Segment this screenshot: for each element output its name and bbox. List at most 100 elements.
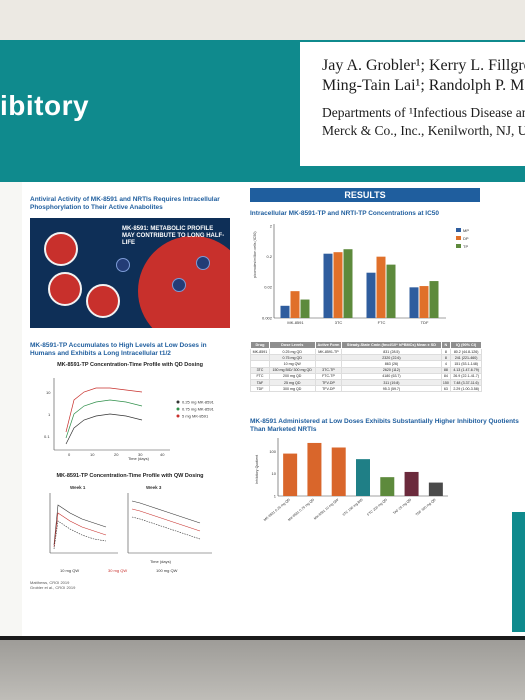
chart1-bar	[333, 252, 343, 318]
poster-title-band: ibitory Jay A. Grobler¹; Kerry L. Fillgr…	[0, 40, 525, 182]
poster: ibitory Jay A. Grobler¹; Kerry L. Fillgr…	[0, 40, 525, 640]
qd-series-5mg	[65, 387, 143, 433]
qd-xlabel: Time (days)	[128, 456, 150, 461]
table-row: TDF 300 mg QD TFV-DP 95.3 (59.7) 63 2.29 (1.0…	[250, 385, 482, 393]
chart2-category-label: MK-8591 10 mg QW	[313, 498, 340, 521]
qd-series-0.25mg	[65, 413, 143, 445]
poster-board-rail	[0, 636, 525, 642]
svg-text:40: 40	[160, 452, 165, 457]
chart1-bar	[300, 299, 310, 318]
table-header: Active Form	[314, 341, 343, 349]
qw-legend-2: 30 mg QW	[108, 568, 127, 573]
svg-text:1: 1	[48, 412, 51, 417]
chart1-bar	[366, 272, 376, 318]
mechanism-graphic: MK-8591: METABOLIC PROFILE MAY CONTRIBUT…	[30, 218, 230, 328]
table-cell: 63	[440, 385, 452, 393]
chart1-ytick: 0.002	[262, 315, 273, 320]
svg-text:20: 20	[114, 452, 119, 457]
section-title-antiviral: Antiviral Activity of MK-8591 and NRTIs …	[30, 196, 220, 211]
authors-line-1: Jay A. Grobler¹; Kerry L. Fillgrov	[322, 57, 525, 74]
pk-table-body: MK-8591 0.25 mg QD MK-8591-TP 831 (28.5) 8 80…	[250, 347, 482, 393]
chart2-bar	[404, 472, 419, 497]
chart1-category-label: 3TC	[335, 320, 343, 325]
chart1-bar	[386, 264, 396, 318]
chart2-category-label: 3TC 150 mg BID	[342, 498, 364, 518]
table-cell: TFV-DP	[314, 385, 343, 393]
qw-legend-1: 10 mg QW	[60, 568, 79, 573]
pk-table-wrap: Drug Dose Levels Active Form Steady-Stat…	[250, 341, 482, 393]
molecule-icon	[116, 258, 130, 272]
cell-small-3	[86, 284, 120, 318]
table-header: Drug	[250, 341, 270, 349]
left-column: Antiviral Activity of MK-8591 and NRTIs …	[30, 182, 230, 590]
chart2-bar	[380, 477, 395, 497]
svg-text:0: 0	[68, 452, 71, 457]
svg-text:10: 10	[46, 390, 51, 395]
chart1-bar	[343, 249, 353, 318]
molecule-icon	[172, 278, 186, 292]
week3-label: Week 3	[146, 485, 162, 490]
chart2-ytick: 1	[274, 494, 277, 499]
pk-table: Drug Dose Levels Active Form Steady-Stat…	[250, 341, 482, 393]
wall-background	[0, 0, 525, 40]
chart1-legend-label: MP	[463, 228, 469, 233]
qw-chart-svg: Week 1 Week 3 Time (days) 10 mg QW 30 mg…	[49, 485, 212, 573]
qw-legend-3: 100 mg QW	[156, 568, 178, 573]
chart1-legend-swatch	[456, 244, 461, 248]
chart1-bar	[429, 281, 439, 318]
cell-small-1	[44, 232, 78, 266]
right-column: RESULTS Intracellular MK-8591-TP and NRT…	[250, 182, 525, 535]
chart1-bar	[419, 286, 429, 318]
reference-1: Matthews, CROI 2019	[30, 580, 70, 585]
chart2-ylabel: Inhibitory Quotient	[255, 455, 259, 484]
affiliation-line-1: Departments of ¹Infectious Disease and V	[322, 105, 525, 120]
svg-text:10: 10	[90, 452, 95, 457]
chart2-ytick: 10	[272, 471, 277, 476]
qd-legend-3: 5 mg MK-8591	[182, 414, 209, 419]
chart1-ytick: 2	[270, 223, 273, 228]
qd-series-0.75mg	[65, 399, 143, 439]
table-cell: TDF	[250, 385, 270, 393]
authors-line-2: Ming-Tain Lai¹; Randolph P. Matt	[322, 77, 525, 94]
qw-chart-title: MK-8591-TP Concentration-Time Profile wi…	[56, 473, 204, 479]
table-header: N	[440, 341, 452, 349]
qd-chart-title: MK-8591-TP Concentration-Time Profile wi…	[57, 362, 203, 368]
adjacent-poster-strip	[512, 512, 525, 632]
chart1-ylabel: picomoles/million cells (IC50)	[253, 231, 257, 278]
table-header: Steady-State Cmin (fmol/10⁶ hPBMCs) Mean…	[341, 341, 442, 349]
chart1-ytick: 0.02	[264, 285, 273, 290]
chart2-bar	[356, 459, 370, 497]
chart1-ytick: 0.2	[266, 254, 272, 259]
table-row: 0.75 mg QD 2320 (22.6) 8 241 (221-460)	[250, 354, 482, 362]
chart1-title: Intracellular MK-8591-TP and NRTI-TP Con…	[250, 210, 440, 217]
chart1-bar	[376, 256, 386, 318]
chart2-bar	[428, 482, 443, 497]
chart2-category-label: TAF 25 mg QD	[392, 498, 412, 516]
chart2-title: MK-8591 Administered at Low Doses Exhibi…	[250, 418, 519, 434]
chart1-legend-label: TP	[463, 244, 468, 249]
molecule-icon	[196, 256, 210, 270]
chart2-bar	[331, 447, 346, 497]
chart1-bar	[409, 287, 419, 318]
chart2-category-label: MK-8591 0.75 mg QD	[287, 498, 315, 523]
svg-text:30: 30	[138, 452, 143, 457]
qd-chart: 10 1 0.1 0 10 20 30 40 Time (days) 0.25 …	[30, 372, 230, 469]
table-cell: 95.3 (59.7)	[341, 385, 442, 393]
chart1-bar	[290, 291, 300, 318]
floor-background	[0, 640, 525, 700]
table-cell: 300 mg QD	[268, 385, 316, 393]
results-header: RESULTS	[250, 188, 480, 202]
svg-text:0.1: 0.1	[44, 434, 50, 439]
qw-chart: Week 1 Week 3 Time (days) 10 mg QW 30 mg…	[30, 483, 230, 580]
chart1-legend-swatch	[456, 236, 461, 240]
table-cell: 2.29 (1.00-3.58)	[450, 385, 482, 393]
chart2-bar	[283, 453, 298, 497]
cell-small-2	[48, 272, 82, 306]
author-box: Jay A. Grobler¹; Kerry L. Fillgrov Ming-…	[300, 42, 525, 166]
chart2-category-label: TDF 300 mg QD	[415, 498, 437, 517]
table-header: IQ (90% CI)	[450, 341, 482, 349]
table-header: Dose Levels	[268, 341, 316, 349]
chart2-category-label: FTC 200 mg QD	[366, 498, 388, 517]
chart1-legend-label: DP	[463, 236, 469, 241]
